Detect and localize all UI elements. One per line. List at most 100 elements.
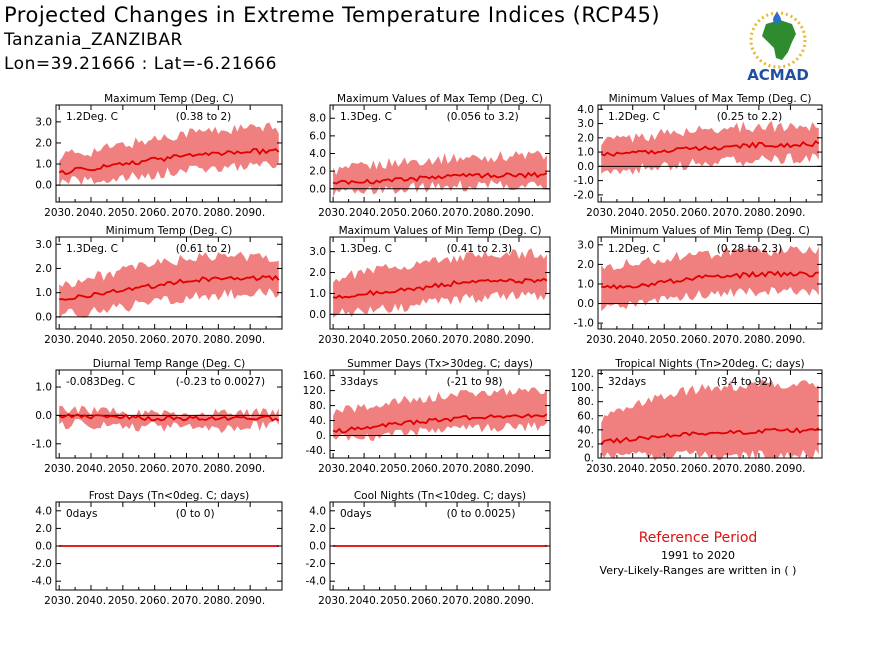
region-name: Tanzania_ZANZIBAR: [4, 30, 183, 50]
x-tick-label: 2060.: [140, 334, 170, 346]
x-tick-label: 2040.: [349, 595, 379, 607]
mean-line: [59, 274, 280, 301]
x-tick-label: 2090.: [504, 207, 534, 219]
x-tick-label: 2070.: [171, 207, 201, 219]
mean-line: [600, 427, 820, 445]
y-tick-label: 0.0: [35, 410, 52, 422]
x-tick-label: 2030.: [318, 595, 348, 607]
chart-panel: 2030. 2040. 2050. 2060. 2070. 2080. 2090. -1.0 0…: [574, 225, 823, 346]
very-likely-range: (-21 to 98): [447, 376, 503, 388]
y-tick-label: 3.0: [35, 116, 52, 128]
x-tick-label: 2050.: [380, 334, 410, 346]
x-tick-label: 2090.: [504, 463, 534, 475]
x-tick-label: 2040.: [76, 595, 106, 607]
y-tick-label: 40.: [309, 415, 326, 427]
y-tick-label: 0.0: [35, 180, 52, 192]
x-tick-label: 2060.: [411, 595, 441, 607]
very-likely-range: (0.056 to 3.2): [447, 111, 519, 123]
y-tick-label: -1.0: [32, 438, 53, 450]
x-tick-label: 2050.: [380, 595, 410, 607]
x-tick-label: 2050.: [108, 334, 138, 346]
x-tick-label: 2080.: [473, 207, 503, 219]
very-likely-range: (-0.23 to 0.0027): [176, 376, 265, 388]
range-band: [601, 120, 819, 175]
chart-panel: 2030. 2040. 2050. 2060. 2070. 2080. 2090. 0.0 1.…: [309, 225, 551, 346]
chart-title: Cool Nights (Tn<10deg. C; days): [354, 490, 526, 502]
x-tick-label: 2060.: [681, 463, 711, 475]
y-tick-label: 2.0: [35, 137, 52, 149]
x-tick-label: 2080.: [473, 595, 503, 607]
x-tick-label: 2030.: [44, 595, 74, 607]
y-tick-label: 0.0: [35, 541, 52, 553]
x-tick-label: 2050.: [108, 207, 138, 219]
plot-frame: [55, 236, 283, 330]
y-tick-label: -1.0: [574, 175, 595, 187]
x-tick-label: 2030.: [318, 207, 348, 219]
x-tick-label: 2080.: [203, 463, 233, 475]
x-tick-label: 2090.: [235, 463, 265, 475]
very-likely-range: (3.4 to 92): [717, 376, 772, 388]
range-band: [601, 245, 819, 312]
mean-line: [600, 270, 819, 290]
x-tick-label: 2040.: [349, 334, 379, 346]
very-likely-range: (0 to 0.0025): [447, 508, 516, 520]
africa-shape: [762, 20, 796, 60]
mean-line: [332, 413, 548, 434]
x-tick-label: 2040.: [349, 207, 379, 219]
y-tick-label: 0.0: [309, 183, 326, 195]
reference-years: 1991 to 2020: [660, 549, 736, 562]
x-tick-label: 2080.: [473, 463, 503, 475]
x-tick-label: 2090.: [775, 334, 805, 346]
y-tick-label: 1.0: [35, 382, 52, 394]
y-tick-label: 8.0: [309, 113, 326, 125]
x-tick-label: 2070.: [712, 207, 742, 219]
y-tick-label: -2.0: [306, 558, 327, 570]
logo-text: ACMAD: [747, 66, 809, 84]
range-band: [59, 251, 279, 319]
x-tick-label: 2060.: [140, 207, 170, 219]
y-tick-label: 4.0: [309, 148, 326, 160]
water-drop-icon: [773, 12, 781, 24]
mean-line: [58, 413, 280, 422]
chart-title: Minimum Values of Min Temp (Deg. C): [610, 225, 810, 237]
x-tick-label: 2060.: [140, 595, 170, 607]
x-tick-label: 2050.: [108, 463, 138, 475]
reference-title: Reference Period: [638, 530, 758, 546]
change-summary: 1.3Deg. C: [340, 243, 392, 255]
x-tick-label: 2070.: [442, 334, 472, 346]
x-tick-label: 2090.: [775, 207, 805, 219]
y-tick-label: -4.0: [306, 576, 327, 588]
x-tick-label: 2080.: [744, 207, 774, 219]
y-tick-label: 4.0: [35, 505, 52, 517]
x-tick-label: 2090.: [504, 334, 534, 346]
y-tick-label: 120.: [303, 385, 326, 397]
y-tick-label: 2.0: [309, 523, 326, 535]
change-summary: 1.2Deg. C: [608, 111, 660, 123]
x-tick-label: 2090.: [504, 595, 534, 607]
chart-title: Frost Days (Tn<0deg. C; days): [89, 490, 249, 502]
x-tick-label: 2060.: [681, 334, 711, 346]
plot-frame: [329, 369, 551, 459]
y-tick-label: 20.: [577, 438, 594, 450]
x-tick-label: 2040.: [618, 207, 648, 219]
x-tick-label: 2050.: [649, 463, 679, 475]
x-tick-label: 2050.: [108, 595, 138, 607]
chart-title: Maximum Values of Max Temp (Deg. C): [337, 93, 543, 105]
y-tick-label: 4.0: [309, 505, 326, 517]
chart-panel: 2030. 2040. 2050. 2060. 2070. 2080. 2090. -4.0 -…: [32, 490, 283, 607]
y-tick-label: 1.0: [35, 159, 52, 171]
y-tick-label: 3.0: [309, 246, 326, 258]
x-tick-label: 2060.: [411, 207, 441, 219]
x-tick-label: 2040.: [76, 207, 106, 219]
x-tick-label: 2030.: [318, 334, 348, 346]
change-summary: 0days: [340, 508, 371, 520]
y-tick-label: 40.: [577, 424, 594, 436]
y-tick-label: 1.0: [577, 278, 594, 290]
x-tick-label: 2040.: [618, 463, 648, 475]
reference-period-box: Reference Period 1991 to 2020 Very-Likel…: [580, 530, 816, 577]
acmad-africa-logo: ACMAD: [747, 11, 809, 84]
y-tick-label: 1.0: [309, 288, 326, 300]
y-tick-label: -40.: [306, 445, 327, 457]
chart-title: Minimum Values of Max Temp (Deg. C): [609, 93, 812, 105]
